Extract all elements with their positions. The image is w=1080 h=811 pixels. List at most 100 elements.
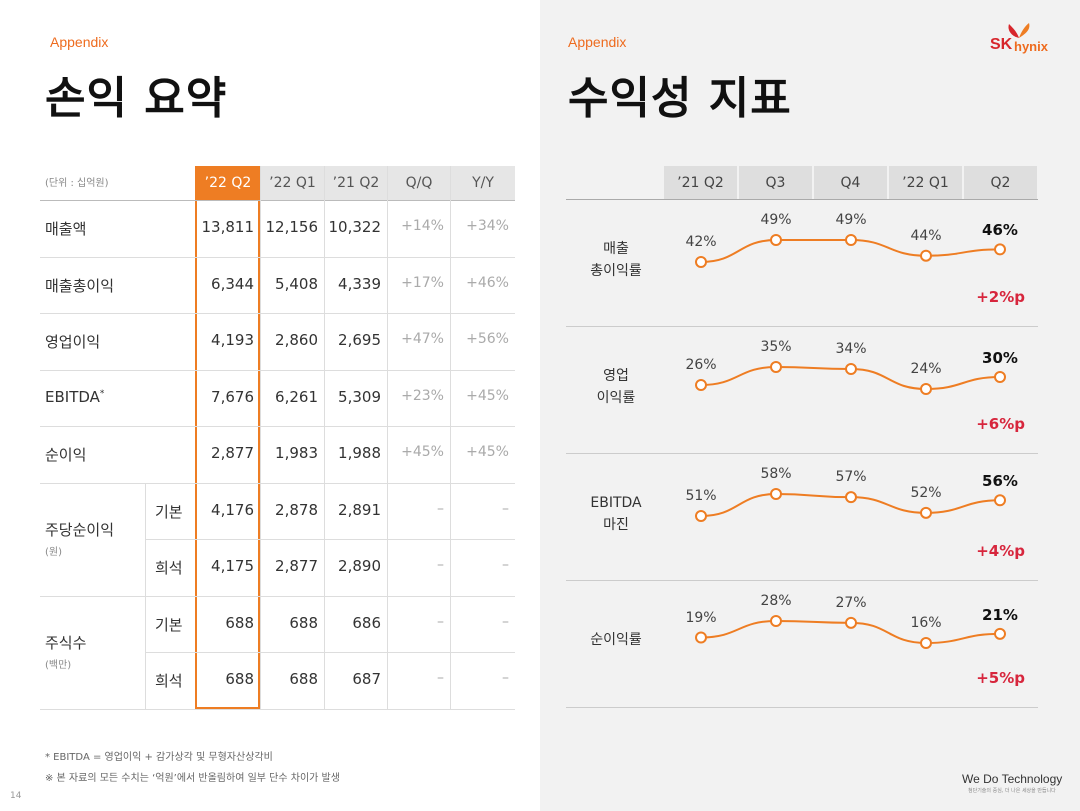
cell-8-4: – xyxy=(502,670,509,687)
page-title-right: 수익성 지표 xyxy=(568,73,792,124)
ebitda-footnote-mark: * xyxy=(99,388,105,399)
metric-divider-3 xyxy=(566,707,1038,708)
cell-2-2: 2,695 xyxy=(338,331,381,350)
group-vline-eps xyxy=(145,482,146,596)
cell-1-0: 6,344 xyxy=(211,274,254,293)
cell-3-1: 6,261 xyxy=(275,387,318,406)
right-header-4: Q2 xyxy=(964,166,1037,200)
page-number: 14 xyxy=(10,791,22,801)
cell-0-1: 12,156 xyxy=(265,218,319,237)
cell-8-2: 687 xyxy=(352,670,381,689)
metric-label-line1-3: 순이익률 xyxy=(590,632,642,648)
table-header-2: ’21 Q2 xyxy=(325,166,387,200)
unit-label: (단위 : 십억원) xyxy=(45,178,109,189)
metric-label-line1-1: 영업 xyxy=(603,368,629,384)
metric-label-line2-1: 이익률 xyxy=(596,390,636,406)
row-divider-0 xyxy=(40,256,515,258)
row-label-0: 매출액 xyxy=(45,220,87,239)
metric-value-2-1: 58% xyxy=(760,466,792,482)
cell-3-2: 5,309 xyxy=(338,387,381,406)
butterfly-icon xyxy=(1008,23,1030,38)
row-divider-7 xyxy=(145,652,515,653)
eps-unit: (원) xyxy=(45,546,63,558)
cell-5-0: 4,176 xyxy=(211,500,254,519)
cell-2-1: 2,860 xyxy=(275,331,318,350)
cell-7-0: 688 xyxy=(225,613,254,632)
appendix-label-right: Appendix xyxy=(568,34,627,50)
cell-3-3: +23% xyxy=(401,387,444,404)
metric-value-1-0: 26% xyxy=(685,357,717,373)
cell-5-1: 2,878 xyxy=(275,500,318,519)
cell-1-2: 4,339 xyxy=(338,274,381,293)
cell-6-2: 2,890 xyxy=(338,557,381,576)
metric-delta-3: +5%p xyxy=(976,669,1025,687)
metric-value-1-2: 34% xyxy=(835,341,867,357)
metric-divider-0 xyxy=(566,326,1038,327)
right-header-3: ’22 Q1 xyxy=(889,166,962,200)
metric-label-line1-0: 매출 xyxy=(603,241,629,257)
metric-delta-1: +6%p xyxy=(976,415,1025,433)
row-sublabel-6: 희석 xyxy=(155,559,183,578)
right-header-0: ’21 Q2 xyxy=(664,166,737,200)
cell-1-1: 5,408 xyxy=(275,274,318,293)
table-header-1: ’22 Q1 xyxy=(261,166,324,200)
cell-0-4: +34% xyxy=(466,218,509,235)
cell-1-3: +17% xyxy=(401,274,444,291)
cell-2-0: 4,193 xyxy=(211,331,254,350)
cell-6-4: – xyxy=(502,557,509,574)
row-divider-3 xyxy=(40,426,515,427)
row-divider-8 xyxy=(40,708,515,710)
cell-6-1: 2,877 xyxy=(275,557,318,576)
cell-5-3: – xyxy=(437,500,444,517)
header-divider xyxy=(40,200,515,201)
metric-label-line1-2: EBITDA xyxy=(590,495,642,511)
slogan-sub: 첨단기술의 중심, 더 나은 세상을 만듭니다 xyxy=(968,788,1056,794)
row-label-1: 매출총이익 xyxy=(45,276,115,295)
metric-value-0-1: 49% xyxy=(760,212,792,228)
row-sublabel-7: 기본 xyxy=(155,615,183,634)
row-divider-1 xyxy=(40,313,515,314)
metric-value-2-2: 57% xyxy=(835,469,867,486)
row-sublabel-5: 기본 xyxy=(155,502,183,521)
row-divider-5 xyxy=(145,539,515,540)
metric-divider-1 xyxy=(566,453,1038,454)
right-header-2: Q4 xyxy=(814,166,887,200)
cell-4-1: 1,983 xyxy=(275,444,318,463)
cell-6-0: 4,175 xyxy=(211,557,254,576)
row-sublabel-8: 희석 xyxy=(155,672,183,691)
eps-label: 주당순이익 xyxy=(45,520,115,539)
cell-5-2: 2,891 xyxy=(338,500,381,519)
cell-7-2: 686 xyxy=(352,613,381,632)
metric-value-2-4: 56% xyxy=(982,472,1018,491)
col-vline-2 xyxy=(387,166,388,709)
metric-value-3-3: 16% xyxy=(910,615,942,631)
shares-label: 주식수 xyxy=(45,633,87,652)
table-header-4: Y/Y xyxy=(451,166,515,200)
table-header-3: Q/Q xyxy=(388,166,450,200)
cell-7-3: – xyxy=(437,613,444,630)
page-title-left: 손익 요약 xyxy=(45,73,228,124)
cell-8-1: 688 xyxy=(289,670,318,689)
right-header-divider xyxy=(566,199,1038,200)
metric-value-3-2: 27% xyxy=(835,594,867,611)
cell-0-0: 13,811 xyxy=(201,218,255,237)
row-label-3: EBITDA* xyxy=(45,387,105,406)
metric-label-2: EBITDA 마진 xyxy=(566,492,666,536)
col-vline-1 xyxy=(324,166,325,709)
logo-sk-text: SK xyxy=(990,36,1013,53)
cell-4-2: 1,988 xyxy=(338,444,381,463)
metric-value-3-4: 21% xyxy=(982,605,1018,624)
metric-divider-2 xyxy=(566,580,1038,581)
cell-4-3: +45% xyxy=(401,444,444,461)
metric-value-0-0: 42% xyxy=(685,234,717,250)
metric-value-3-0: 19% xyxy=(685,609,717,626)
cell-7-1: 688 xyxy=(289,613,318,632)
cell-5-4: – xyxy=(502,500,509,517)
appendix-label-left: Appendix xyxy=(50,34,109,50)
row-divider-6 xyxy=(40,595,515,597)
group-vline-shares xyxy=(145,595,146,709)
metric-value-2-0: 51% xyxy=(685,488,717,504)
footnote-ebitda: * EBITDA = 영업이익 + 감가상각 및 무형자산상각비 xyxy=(45,752,273,763)
metric-label-0: 매출 총이익률 xyxy=(566,238,666,282)
